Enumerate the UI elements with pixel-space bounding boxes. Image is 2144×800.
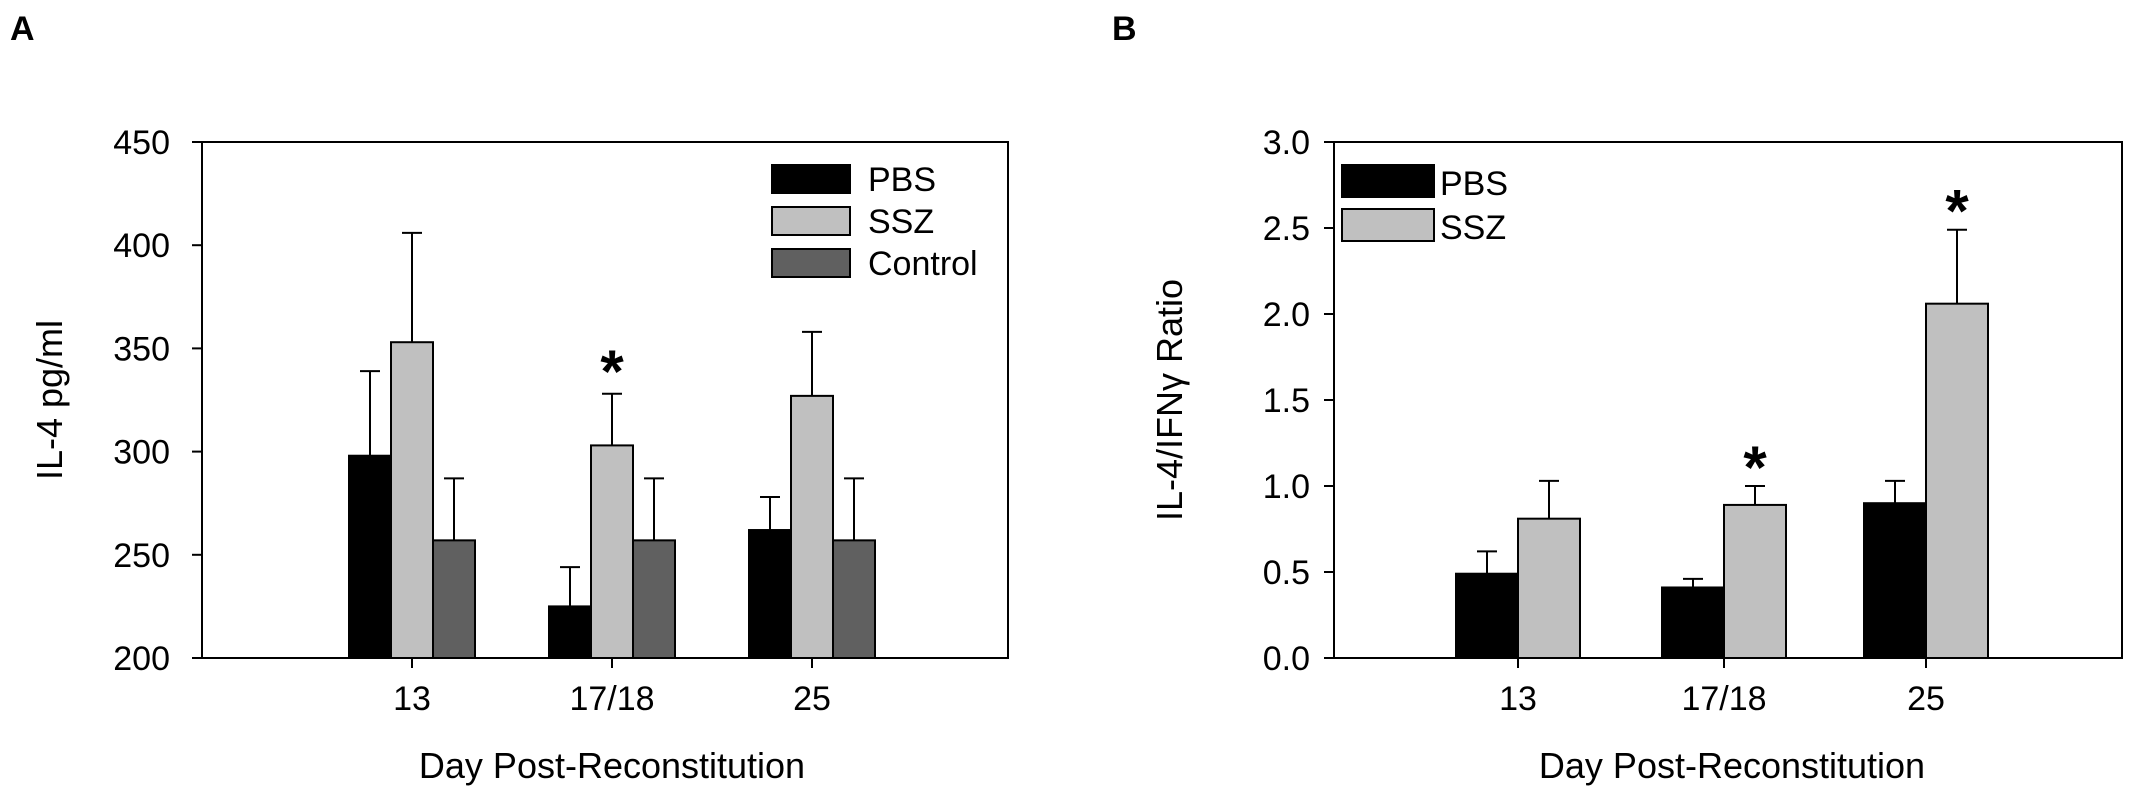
y-tick-label: 400 xyxy=(113,227,170,265)
significance-star: * xyxy=(1945,178,1969,245)
x-tick-label: 25 xyxy=(793,680,831,718)
panel-b: B 0.0 0.5 1.0 1.5 2.0 2.5 3.0 13 17/18 25 IL-4/I… xyxy=(1112,10,2123,786)
y-tick-label: 2.0 xyxy=(1263,296,1310,334)
panel-a: A 200 250 300 350 400 450 13 17/18 25 IL-4 pg/m… xyxy=(10,10,1009,786)
x-tick-label: 17/18 xyxy=(569,680,654,718)
x-tick-label: 13 xyxy=(1499,680,1537,718)
panel-a-letter: A xyxy=(10,10,35,48)
legend-label-pbs: PBS xyxy=(1440,165,1508,203)
panel-b-bars xyxy=(1455,228,1989,660)
bar-ssz-13 xyxy=(1517,517,1581,659)
bar-ssz-25 xyxy=(790,394,834,659)
y-tick-label: 1.5 xyxy=(1263,382,1310,420)
y-tick-label: 200 xyxy=(113,640,170,678)
bar-ssz-13 xyxy=(390,341,434,659)
bar-control-17-18 xyxy=(632,539,676,659)
panel-a-x-axis-title: Day Post-Reconstitution xyxy=(419,745,805,786)
panel-a-significance-marks: * xyxy=(600,338,624,405)
panel-b-x-axis: 13 17/18 25 xyxy=(1499,658,1945,718)
y-tick-label: 1.0 xyxy=(1263,468,1310,506)
y-tick-label: 0.5 xyxy=(1263,554,1310,592)
legend-swatch-ssz xyxy=(771,206,851,236)
panel-a-x-axis: 13 17/18 25 xyxy=(393,658,831,718)
legend-swatch-pbs xyxy=(1341,164,1435,198)
y-tick-label: 350 xyxy=(113,330,170,368)
y-tick-label: 2.5 xyxy=(1263,210,1310,248)
panel-b-letter: B xyxy=(1112,10,1137,48)
bar-ssz-17-18 xyxy=(590,444,634,659)
legend-label-ssz: SSZ xyxy=(1440,209,1506,247)
x-tick-label: 25 xyxy=(1907,680,1945,718)
panel-a-bars xyxy=(348,231,876,660)
x-tick-label: 17/18 xyxy=(1681,680,1766,718)
significance-star: * xyxy=(1743,434,1767,501)
panel-a-y-axis-title: IL-4 pg/ml xyxy=(29,320,70,480)
panel-b-legend: PBS SSZ xyxy=(1341,164,1508,247)
bar-pbs-13 xyxy=(1455,572,1519,659)
y-tick-label: 250 xyxy=(113,537,170,575)
legend-swatch-ssz xyxy=(1341,208,1435,242)
bar-ssz-17-18 xyxy=(1723,503,1787,660)
bar-control-13 xyxy=(432,539,476,659)
x-tick-label: 13 xyxy=(393,680,431,718)
bar-ssz-25 xyxy=(1925,302,1989,659)
bar-control-25 xyxy=(832,539,876,659)
bar-pbs-17-18 xyxy=(1661,586,1725,659)
panel-b-y-axis: 0.0 0.5 1.0 1.5 2.0 2.5 3.0 xyxy=(1263,124,1334,678)
legend-label-pbs: PBS xyxy=(868,161,936,199)
panel-a-y-axis: 200 250 300 350 400 450 xyxy=(113,124,202,678)
y-tick-label: 300 xyxy=(113,434,170,472)
y-tick-label: 450 xyxy=(113,124,170,162)
panel-b-x-axis-title: Day Post-Reconstitution xyxy=(1539,745,1925,786)
panel-b-y-axis-title: IL-4/IFNγ Ratio xyxy=(1149,279,1190,521)
bar-pbs-25 xyxy=(1863,502,1927,660)
legend-swatch-pbs xyxy=(771,164,851,194)
panel-a-legend: PBS SSZ Control xyxy=(771,161,978,283)
bar-pbs-25 xyxy=(748,529,792,659)
bar-pbs-13 xyxy=(348,454,392,659)
legend-swatch-control xyxy=(771,248,851,278)
y-tick-label: 3.0 xyxy=(1263,124,1310,162)
significance-star: * xyxy=(600,338,624,405)
y-tick-label: 0.0 xyxy=(1263,640,1310,678)
legend-label-control: Control xyxy=(868,245,978,283)
panel-b-significance-marks: ** xyxy=(1743,178,1969,501)
bar-pbs-17-18 xyxy=(548,605,592,660)
legend-label-ssz: SSZ xyxy=(868,203,934,241)
